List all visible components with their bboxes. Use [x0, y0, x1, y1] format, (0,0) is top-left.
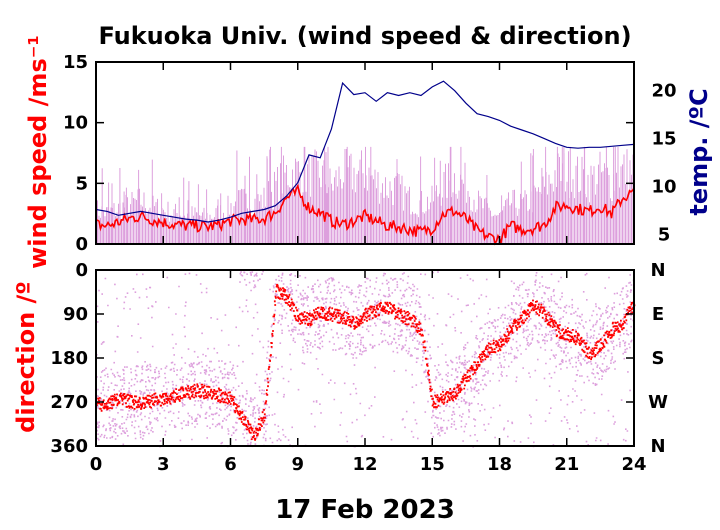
direction-y-tick-label: 180 [50, 348, 88, 369]
temp-y-tick-label: 10 [651, 177, 676, 198]
hour-tick-label: 24 [621, 454, 646, 475]
wind-y-tick-label: 0 [75, 234, 88, 255]
wind-speed-axis-label: wind speed /ms⁻¹ [24, 35, 52, 269]
compass-tick-label: E [652, 304, 664, 325]
temperature-series [95, 80, 635, 223]
hour-tick-label: 6 [224, 454, 237, 475]
mean-direction-series [96, 283, 636, 441]
raw-direction-series [96, 270, 636, 448]
hour-tick-label: 9 [291, 454, 304, 475]
wind-speed-panel: 0 5 10 15 5 10 15 20 [63, 52, 677, 255]
hour-tick-label: 12 [352, 454, 377, 475]
hour-tick-label: 3 [157, 454, 170, 475]
direction-y-tick-label: 360 [50, 436, 88, 457]
temp-y-tick-label: 5 [658, 224, 671, 245]
hour-tick-label: 18 [487, 454, 512, 475]
temp-y-tick-label: 20 [651, 81, 676, 102]
mean-wind-speed-series [96, 183, 635, 246]
direction-y-tick-label: 0 [75, 260, 88, 281]
hour-tick-label: 0 [90, 454, 103, 475]
temp-y-tick-label: 15 [651, 129, 676, 150]
hour-tick-label: 21 [554, 454, 579, 475]
compass-tick-label: S [652, 348, 665, 369]
direction-y-tick-label: 270 [50, 392, 88, 413]
date-label: 17 Feb 2023 [275, 495, 455, 525]
hour-tick-label: 15 [420, 454, 445, 475]
wind-y-tick-label: 10 [63, 113, 88, 134]
direction-panel: 0 N 90 E 180 S 270 W 360 N 0 3 6 9 12 15 18 21 24 [50, 260, 668, 475]
compass-tick-label: N [650, 260, 665, 281]
raw-wind-speed-series [95, 146, 634, 244]
chart-title: Fukuoka Univ. (wind speed & direction) [98, 22, 631, 50]
direction-y-tick-label: 90 [63, 304, 88, 325]
wind-y-tick-label: 5 [75, 173, 88, 194]
compass-tick-label: N [650, 436, 665, 457]
direction-axis-label: direction /º [12, 281, 40, 433]
temperature-axis-label: temp. /ºC [685, 88, 713, 215]
compass-tick-label: W [648, 392, 668, 413]
wind-y-tick-label: 15 [63, 52, 88, 73]
